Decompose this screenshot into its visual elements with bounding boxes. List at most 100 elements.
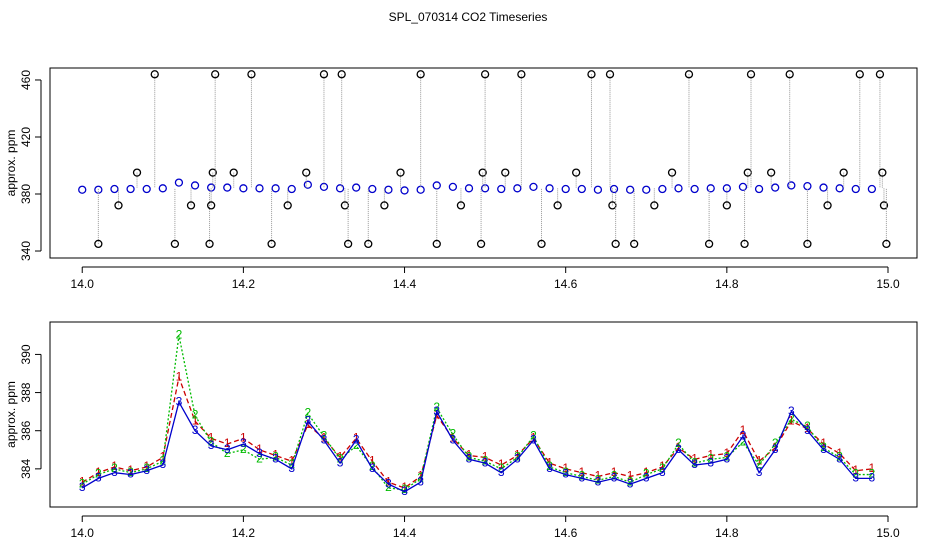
point bbox=[416, 70, 425, 79]
point-symbol: 2 bbox=[562, 465, 569, 479]
point-symbol: 3 bbox=[756, 465, 763, 479]
point-symbol: 2 bbox=[659, 461, 666, 475]
point bbox=[170, 239, 180, 249]
point bbox=[879, 201, 889, 210]
point-symbol: 1 bbox=[691, 451, 698, 465]
x-tick-label: 14.6 bbox=[554, 526, 578, 540]
point-symbol: 1 bbox=[288, 453, 295, 467]
point bbox=[835, 184, 844, 193]
point-symbol: 1 bbox=[820, 436, 827, 450]
point-symbol: 3 bbox=[643, 471, 650, 485]
point bbox=[738, 182, 748, 192]
point-symbol: 1 bbox=[337, 450, 344, 464]
point bbox=[545, 184, 554, 193]
point-symbol: 1 bbox=[256, 442, 263, 456]
point-symbol: 1 bbox=[79, 474, 86, 488]
point bbox=[207, 183, 216, 192]
point-symbol: 2 bbox=[95, 467, 102, 481]
point-symbol: 2 bbox=[514, 450, 521, 464]
point-symbol: 1 bbox=[482, 450, 489, 464]
point bbox=[577, 184, 586, 194]
point-symbol: 2 bbox=[627, 474, 634, 488]
point bbox=[174, 178, 184, 187]
point-symbol: 2 bbox=[788, 411, 795, 425]
point-symbol: 2 bbox=[337, 451, 344, 465]
point bbox=[287, 184, 296, 194]
point bbox=[416, 185, 425, 194]
point bbox=[478, 168, 487, 177]
point-symbol: 2 bbox=[353, 438, 360, 452]
point bbox=[537, 239, 546, 249]
point-symbol: 1 bbox=[224, 436, 231, 450]
point bbox=[704, 239, 714, 249]
point-symbol: 3 bbox=[772, 442, 779, 456]
point-symbol: 2 bbox=[417, 471, 424, 485]
point-symbol: 2 bbox=[369, 459, 376, 473]
point-symbol: 1 bbox=[369, 453, 376, 467]
point-symbol: 1 bbox=[321, 431, 328, 445]
point-symbol: 1 bbox=[353, 431, 360, 445]
point-symbol: 2 bbox=[288, 457, 295, 471]
point-symbol: 1 bbox=[772, 440, 779, 454]
point bbox=[553, 201, 562, 210]
x-tick-label: 14.8 bbox=[715, 526, 739, 540]
point bbox=[448, 182, 458, 192]
point bbox=[207, 201, 216, 210]
point-symbol: 3 bbox=[192, 423, 199, 437]
point-symbol: 2 bbox=[675, 436, 682, 450]
point bbox=[771, 183, 780, 192]
point bbox=[400, 186, 409, 195]
point-symbol: 2 bbox=[111, 461, 118, 475]
point-symbol: 2 bbox=[723, 450, 730, 464]
point bbox=[110, 184, 119, 194]
point-symbol: 2 bbox=[401, 482, 408, 496]
point bbox=[684, 70, 694, 79]
point bbox=[706, 184, 715, 193]
point bbox=[239, 184, 248, 193]
point-symbol: 3 bbox=[176, 394, 183, 408]
point bbox=[740, 239, 749, 249]
point bbox=[384, 185, 393, 194]
point bbox=[186, 201, 196, 210]
point-symbol: 1 bbox=[675, 440, 682, 454]
point bbox=[142, 184, 151, 194]
point bbox=[867, 184, 877, 194]
point bbox=[690, 184, 699, 194]
point bbox=[352, 183, 361, 192]
point bbox=[476, 239, 486, 249]
point-symbol: 2 bbox=[240, 442, 247, 456]
point bbox=[746, 70, 756, 79]
point bbox=[78, 185, 87, 194]
point-symbol: 1 bbox=[143, 459, 150, 473]
point-symbol: 1 bbox=[788, 413, 795, 427]
point-symbol: 3 bbox=[111, 465, 118, 479]
point bbox=[875, 70, 885, 79]
point bbox=[302, 168, 311, 177]
point-symbol: 3 bbox=[852, 471, 859, 485]
point-symbol: 1 bbox=[595, 469, 602, 483]
point bbox=[855, 70, 864, 79]
point bbox=[211, 70, 220, 79]
point-symbol: 2 bbox=[643, 467, 650, 481]
point-symbol: 3 bbox=[482, 455, 489, 469]
point bbox=[787, 181, 796, 190]
point-symbol: 3 bbox=[707, 455, 714, 469]
point-symbol: 1 bbox=[176, 369, 183, 383]
y-tick-label: 386 bbox=[19, 420, 33, 440]
point-symbol: 3 bbox=[369, 461, 376, 475]
point-symbol: 2 bbox=[433, 400, 440, 414]
point-symbol: 1 bbox=[159, 450, 166, 464]
point-symbol: 3 bbox=[675, 442, 682, 456]
point-symbol: 3 bbox=[79, 480, 86, 494]
point bbox=[497, 184, 506, 194]
point bbox=[158, 184, 167, 193]
point-symbol: 3 bbox=[611, 471, 618, 485]
series-line bbox=[81, 374, 872, 489]
point-symbol: 2 bbox=[79, 476, 86, 490]
series-line bbox=[81, 335, 872, 491]
point bbox=[335, 184, 345, 193]
point-symbol: 2 bbox=[176, 328, 183, 342]
point-symbol: 1 bbox=[417, 469, 424, 483]
y-tick-label: 390 bbox=[19, 344, 33, 364]
point bbox=[609, 184, 619, 194]
